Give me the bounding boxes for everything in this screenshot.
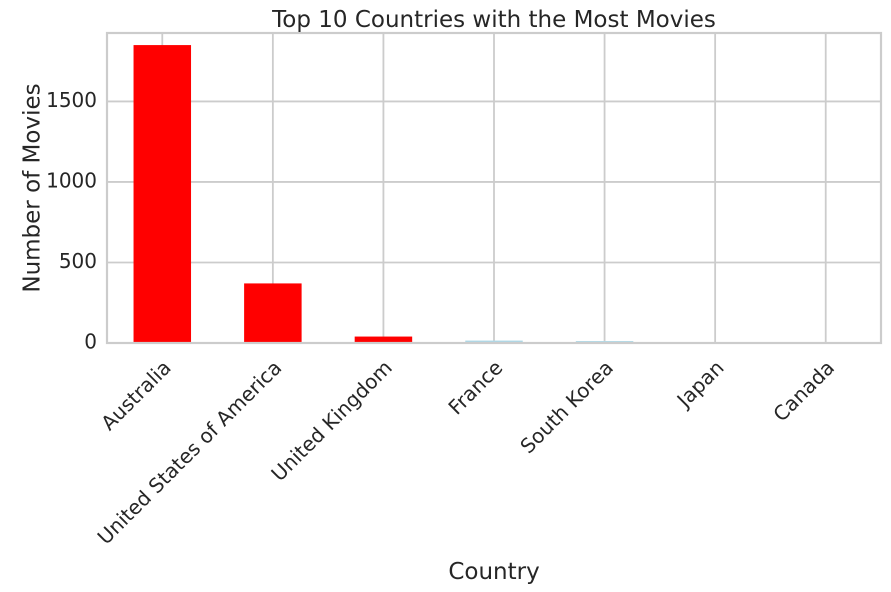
x-axis-label: Country	[448, 559, 539, 585]
y-tick-label: 1500	[46, 88, 97, 112]
bar	[133, 45, 192, 344]
bars	[133, 45, 855, 344]
bar	[465, 340, 523, 343]
plot-frame	[105, 31, 883, 345]
chart-title: Top 10 Countries with the Most Movies	[271, 7, 716, 33]
y-tick-label: 1000	[46, 168, 97, 192]
y-tick-label: 500	[59, 249, 97, 273]
bar	[354, 336, 413, 343]
bar	[244, 283, 302, 343]
y-tick-labels: 0 500 1000 1500	[46, 88, 97, 354]
y-tick-label: 0	[84, 330, 97, 354]
grid-lines	[107, 33, 881, 344]
y-axis-label: Number of Movies	[20, 83, 46, 292]
